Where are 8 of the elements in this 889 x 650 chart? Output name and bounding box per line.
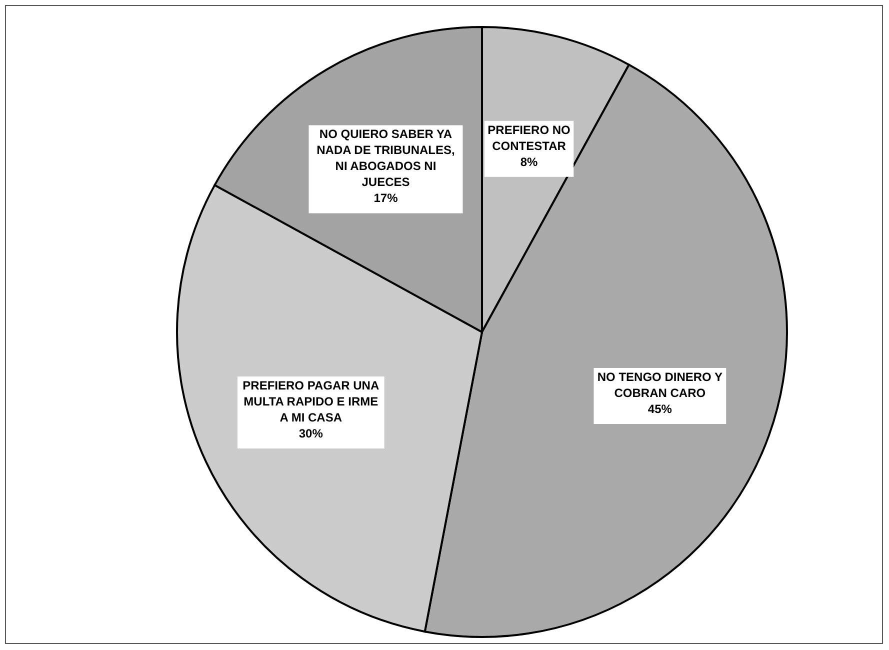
data-label: 17% xyxy=(374,191,398,206)
slice-label: PREFIERO PAGAR UNA MULTA RAPIDO E IRME A MI CASA xyxy=(242,378,380,425)
slice-label: PREFIERO NO CONTESTAR xyxy=(488,122,570,153)
data-label: 45% xyxy=(648,402,672,416)
data-label: 8% xyxy=(520,154,538,169)
slice-label: NO TENGO DINERO Y COBRAN CARO xyxy=(597,370,722,400)
slice-label: NO QUIERO SABER YA NADA DE TRIBUNALES, NI ABOGADOS NI JUECES xyxy=(316,127,455,190)
data-label: 30% xyxy=(298,426,324,441)
